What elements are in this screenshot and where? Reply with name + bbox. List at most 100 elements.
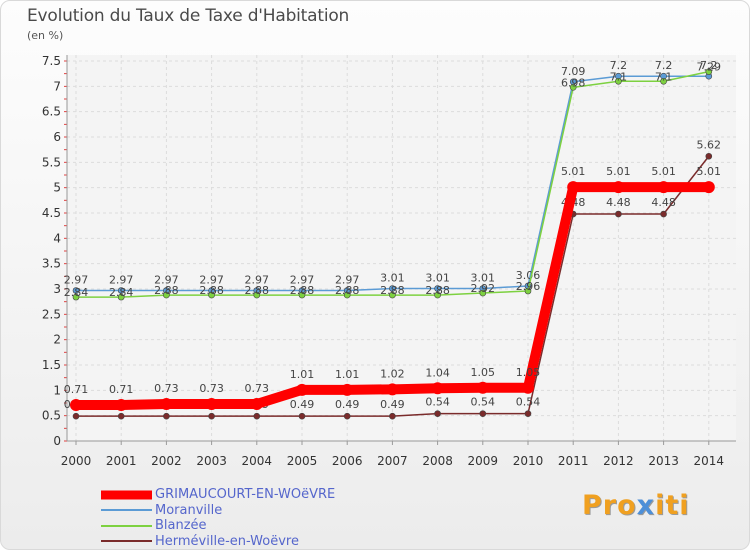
series-point-2 (343, 291, 351, 299)
x-tick-label: 2001 (106, 454, 137, 468)
series-point-3 (208, 412, 215, 420)
data-label-3: 0.54 (471, 396, 496, 409)
data-label-0: 1.01 (335, 368, 360, 381)
data-label-1: 7.2 (700, 59, 718, 72)
data-label-2: 7.1 (610, 70, 628, 83)
series-point-1 (117, 287, 125, 294)
data-label-2: 2.96 (516, 280, 541, 293)
y-tick-label: 1 (53, 383, 61, 397)
y-tick-label: 4 (53, 231, 61, 245)
data-label-3: 4.48 (651, 196, 676, 209)
y-tick-label: 6.5 (42, 105, 61, 119)
data-label-0: 0.73 (154, 382, 179, 395)
series-point-3 (72, 412, 80, 420)
series-point-3 (615, 210, 622, 218)
data-label-0: 0.71 (64, 383, 89, 396)
data-label-0: 1.05 (516, 366, 541, 379)
series-point-0 (70, 399, 82, 412)
series-point-2 (569, 84, 577, 91)
x-tick-label: 2012 (603, 454, 634, 468)
series-point-2 (117, 293, 125, 301)
proxiti-logo: Proxiti (582, 490, 690, 521)
legend-swatch-moranville (101, 509, 152, 512)
y-tick-label: 3.5 (42, 257, 61, 271)
data-label-2: 2.88 (425, 284, 450, 297)
series-point-3 (389, 412, 396, 420)
data-label-0: 1.01 (290, 368, 315, 381)
data-label-2: 2.88 (380, 284, 405, 297)
y-tick-label: 2.5 (42, 307, 61, 321)
data-label-1: 7.2 (610, 59, 628, 72)
data-label-0: 0.73 (245, 382, 270, 395)
data-label-3: 0.49 (380, 398, 405, 411)
x-tick-label: 2003 (196, 454, 227, 468)
data-label-1: 2.97 (199, 274, 224, 287)
x-tick-label: 2009 (468, 454, 499, 468)
series-point-2 (253, 291, 261, 299)
data-label-2: 7.1 (655, 70, 673, 83)
legend-label-grimaucourt: GRIMAUCOURT-EN-WOëVRE (155, 487, 336, 502)
data-label-2: 2.84 (64, 286, 89, 299)
data-label-2: 2.92 (471, 282, 496, 295)
x-tick-label: 2004 (242, 454, 273, 468)
y-tick-label: 0.5 (42, 409, 61, 423)
data-label-1: 2.97 (335, 274, 360, 287)
legend-swatch-hermeville (101, 540, 152, 543)
data-label-1: 3.01 (471, 271, 496, 284)
data-label-2: 2.88 (290, 284, 315, 297)
series-point-0 (160, 398, 173, 411)
series-point-2 (660, 77, 667, 85)
y-tick-label: 5.5 (42, 155, 61, 169)
y-tick-label: 7 (53, 79, 61, 93)
series-point-0 (612, 181, 625, 194)
series-point-3 (479, 410, 487, 417)
data-label-3: 0.49 (290, 398, 315, 411)
data-label-2: 2.84 (109, 286, 134, 299)
series-point-0 (657, 181, 670, 194)
logo-text-x: x (636, 490, 656, 521)
series-point-0 (522, 381, 534, 394)
y-tick-label: 5 (53, 181, 61, 195)
chart-title: Evolution du Taux de Taxe d'Habitation (27, 6, 350, 26)
data-label-0: 0.71 (109, 383, 134, 396)
series-point-2 (705, 68, 713, 75)
series-point-0 (250, 398, 263, 411)
y-tick-label: 2 (53, 333, 61, 347)
data-label-0: 5.01 (697, 165, 722, 178)
series-point-0 (296, 383, 308, 396)
data-label-1: 3.06 (516, 269, 541, 282)
series-point-0 (702, 181, 715, 194)
x-tick-label: 2008 (422, 454, 453, 468)
data-label-2: 2.88 (245, 284, 270, 297)
data-label-3: 0.49 (335, 398, 360, 411)
data-label-3: 0.54 (516, 396, 541, 409)
data-label-2: 2.88 (154, 284, 179, 297)
data-label-0: 5.01 (651, 165, 676, 178)
data-label-0: 1.02 (380, 367, 405, 380)
series-point-3 (660, 210, 667, 218)
x-tick-label: 2010 (513, 454, 544, 468)
series-point-1 (434, 285, 441, 292)
data-label-0: 5.01 (606, 165, 631, 178)
plot-area (67, 55, 736, 441)
data-label-1: 2.97 (154, 274, 179, 287)
x-tick-label: 2006 (332, 454, 363, 468)
series-point-3 (163, 412, 170, 420)
series-point-2 (524, 287, 532, 295)
data-label-2: 6.98 (561, 76, 586, 89)
data-label-3: 0.54 (425, 396, 450, 409)
data-label-2: 2.88 (335, 284, 360, 297)
x-tick-label: 2013 (648, 454, 679, 468)
legend-label-moranville: Moranville (155, 502, 223, 518)
series-point-0 (476, 381, 489, 394)
data-label-1: 7.2 (655, 59, 673, 72)
series-point-2 (208, 291, 215, 299)
series-point-3 (524, 410, 532, 417)
series-point-0 (567, 181, 580, 194)
y-tick-label: 6 (53, 130, 61, 144)
series-point-3 (705, 152, 713, 160)
data-label-3: 4.48 (606, 196, 631, 209)
x-tick-label: 2007 (377, 454, 408, 468)
